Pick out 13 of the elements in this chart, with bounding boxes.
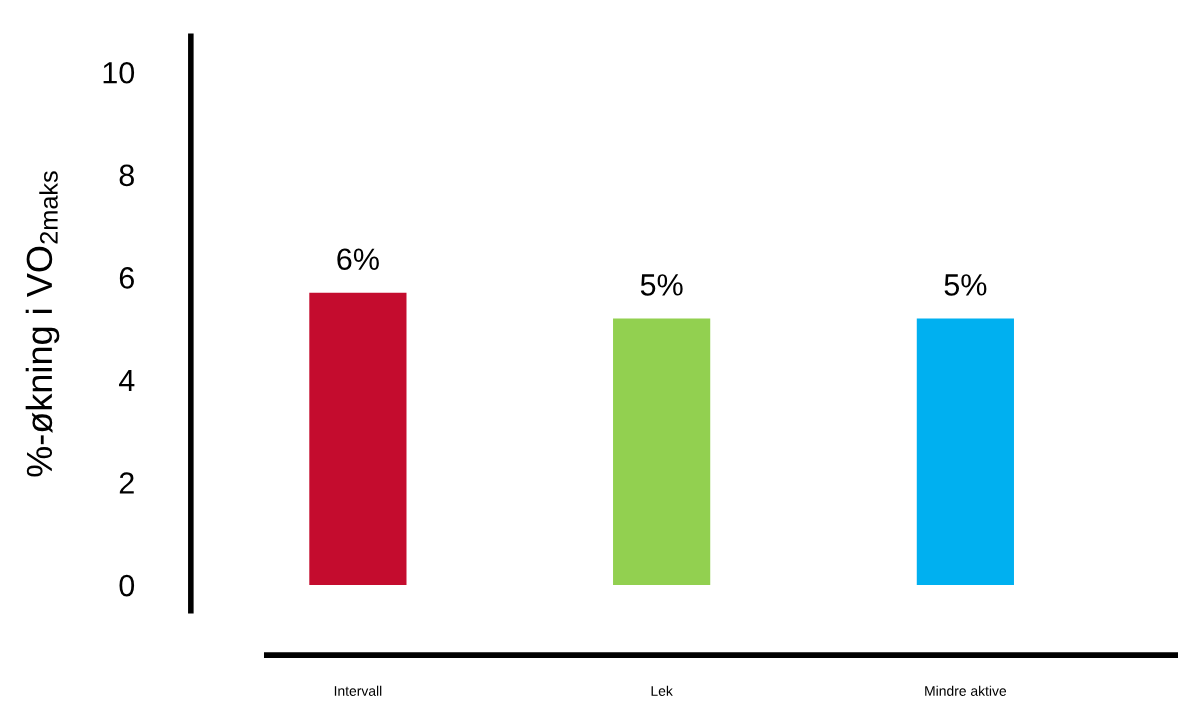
x-tick-label: Lek — [651, 685, 673, 696]
y-tick-label: 0 — [119, 574, 135, 597]
data-label: 5% — [944, 274, 987, 296]
y-axis-title: %-økning i VO$_{2maks}$ — [25, 171, 60, 477]
y-tick-label: 10 — [103, 61, 135, 84]
x-tick-label: Mindre aktive — [925, 685, 1007, 696]
y-tick-label: 6 — [119, 267, 134, 289]
data-label: 5% — [640, 274, 683, 296]
data-label: 6% — [337, 248, 379, 271]
x-tick-label: Intervall — [334, 685, 382, 696]
y-tick-label: 4 — [118, 369, 135, 391]
y-tick-label: 2 — [119, 472, 134, 494]
y-tick-label: 8 — [119, 164, 134, 187]
